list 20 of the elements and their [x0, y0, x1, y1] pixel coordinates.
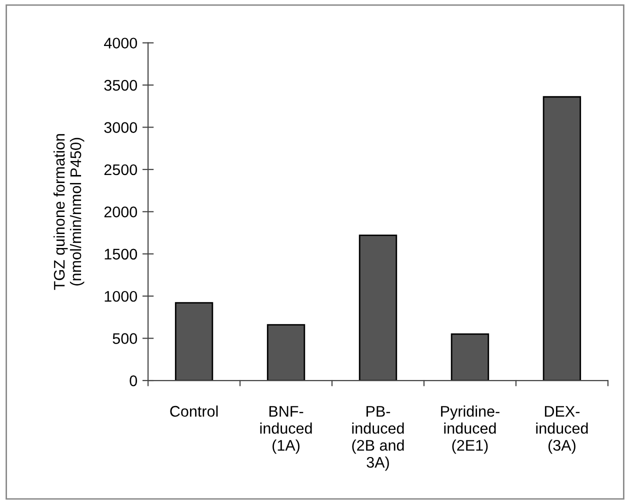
x-tick-label: DEX- induced (3A) — [536, 406, 588, 454]
x-tick-label: Pyridine- induced (2E1) — [441, 406, 500, 454]
y-tick-label: 2500 — [104, 164, 138, 176]
y-tick-label: 2000 — [104, 206, 138, 218]
y-tick-label: 1000 — [104, 290, 138, 302]
y-tick-label: 4000 — [104, 38, 138, 49]
bar — [174, 302, 214, 381]
y-tick-label: 3000 — [104, 122, 138, 133]
y-tick-label: 1500 — [104, 248, 138, 260]
y-tick-label: 3500 — [104, 80, 138, 91]
x-tick-label: PB- induced (2B and 3A) — [352, 406, 404, 471]
bar — [358, 234, 398, 381]
y-tick-label: 500 — [112, 333, 138, 344]
y-tick-label: 0 — [130, 375, 138, 386]
bar — [450, 333, 490, 381]
bar — [266, 324, 306, 381]
x-tick-label: BNF- induced (1A) — [260, 406, 312, 454]
y-axis-title: TGZ quinone formation (nmol/min/nmol P450) — [54, 134, 84, 290]
x-tick-label: Control — [170, 406, 218, 417]
bar — [542, 96, 582, 381]
